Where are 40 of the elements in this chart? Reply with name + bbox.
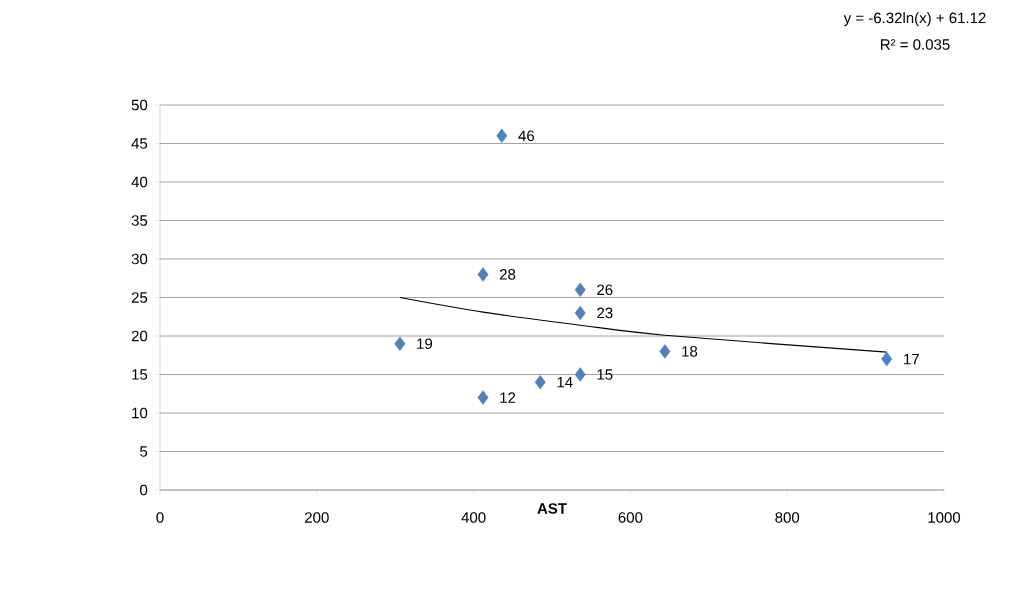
data-label: 17 [904, 353, 919, 365]
text: y = -6.32ln(x) + 61.12 [843, 12, 986, 27]
point [394, 336, 406, 351]
y-tick-label: 45 [131, 138, 148, 149]
data-label: 14 [557, 377, 573, 388]
x-tick-label: 200 [305, 512, 329, 523]
y-tick-label: 15 [132, 369, 148, 380]
y-tick-label: 20 [131, 330, 148, 342]
point [881, 351, 893, 367]
point [496, 128, 508, 143]
y-tick-label: 5 [140, 446, 148, 457]
data-label: 28 [499, 269, 516, 280]
y-tick-label: 30 [131, 253, 148, 265]
point [574, 282, 586, 297]
data-label: 15 [597, 369, 613, 380]
data-label: 18 [682, 346, 698, 357]
y-tick-label: 10 [132, 407, 148, 419]
y-tick-label: 40 [131, 176, 148, 188]
data-label: 26 [597, 284, 613, 296]
x-axis-title: AST [537, 503, 567, 514]
point [477, 267, 489, 282]
point [477, 390, 489, 405]
x-tick-label: 1000 [928, 512, 961, 523]
data-label: 23 [597, 307, 613, 319]
point [574, 305, 586, 321]
x-tick-label: 400 [461, 512, 486, 523]
data-label: 46 [518, 130, 535, 142]
y-tick-label: 25 [131, 292, 148, 303]
point [574, 367, 586, 382]
y-tick-label: 50 [131, 99, 148, 111]
x-tick-label: 0 [156, 512, 164, 523]
text: R² = 0.035 [881, 39, 950, 50]
data-label: 12 [500, 392, 516, 403]
point [534, 375, 546, 390]
data-label: 19 [417, 338, 433, 350]
x-tick-label: 600 [618, 512, 643, 523]
x-tick-label: 800 [775, 512, 800, 523]
point [659, 344, 671, 359]
y-tick-label: 35 [131, 215, 148, 226]
y-tick-label: 0 [140, 484, 148, 496]
